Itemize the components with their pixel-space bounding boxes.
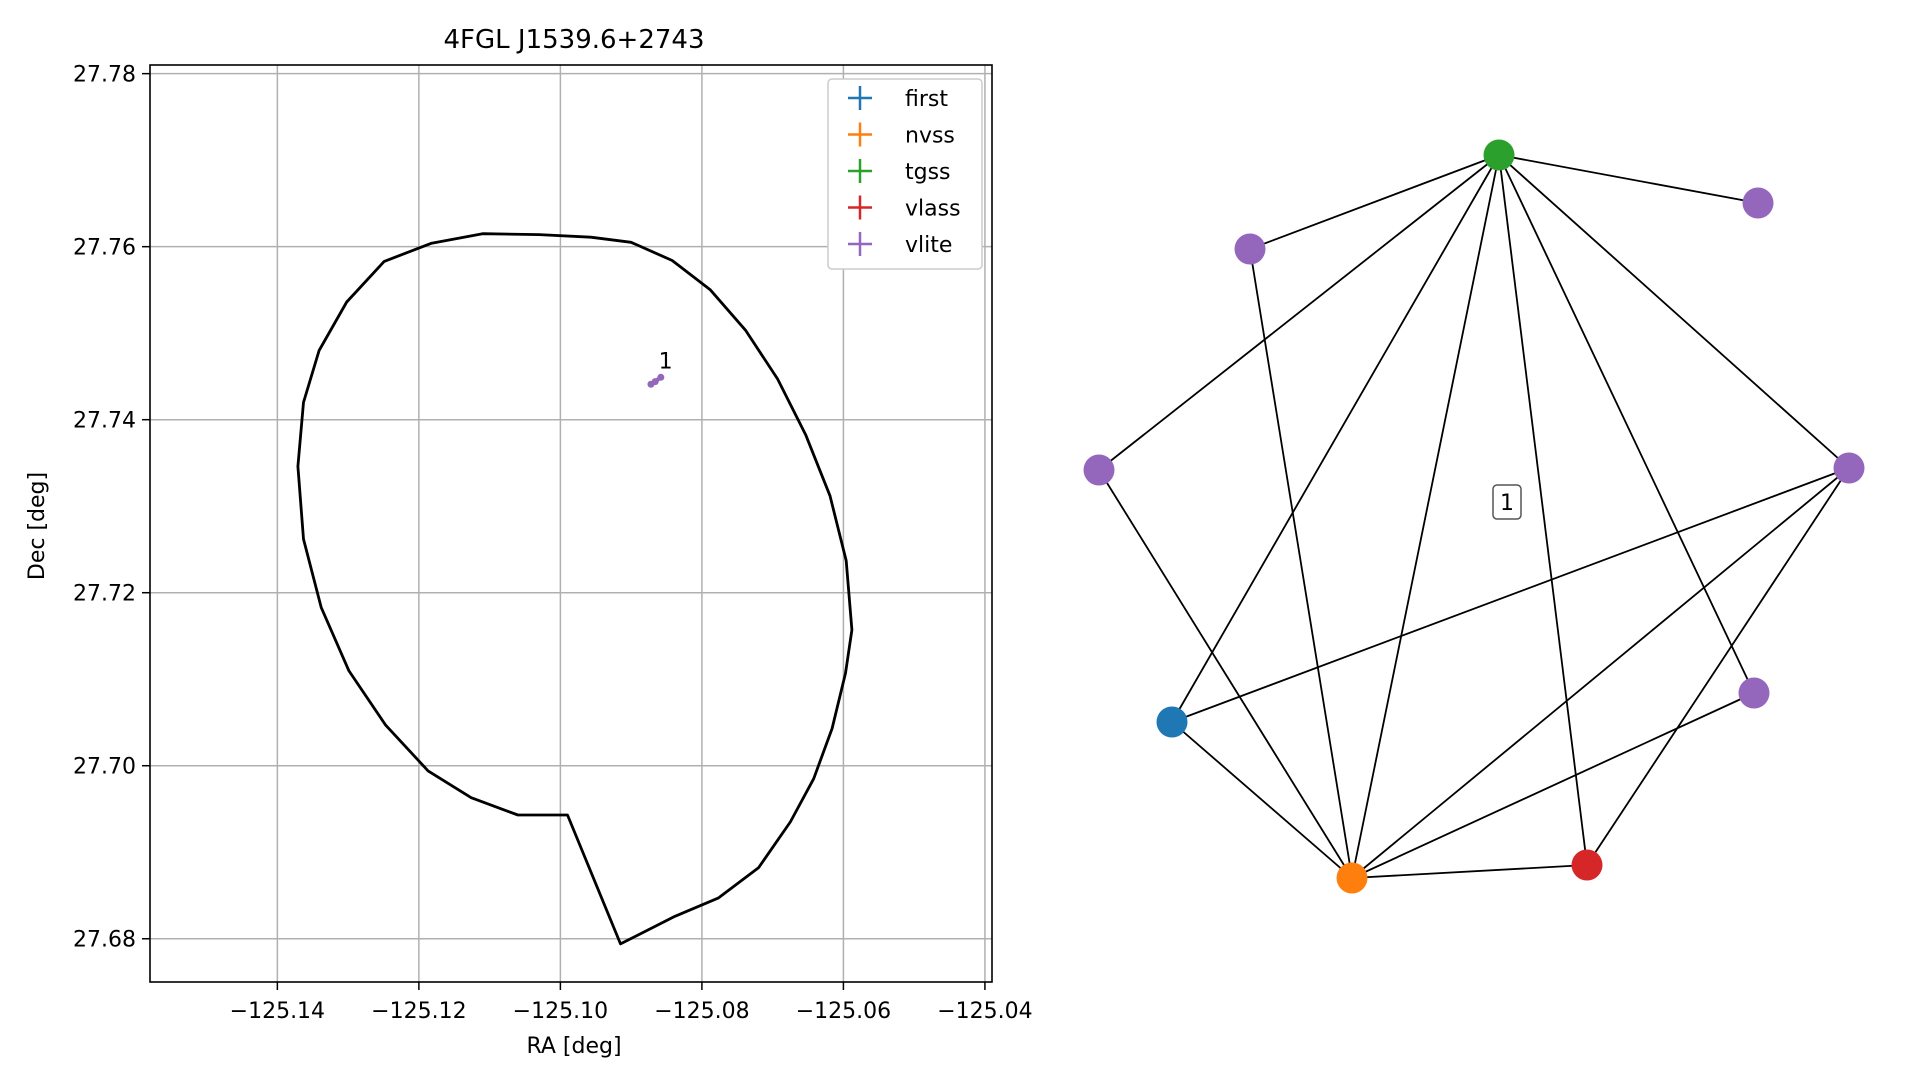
- first-legend-label: first: [905, 87, 948, 112]
- network-node-tgss: [1483, 139, 1515, 171]
- network-edge: [1498, 154, 1759, 204]
- network-edge: [1351, 154, 1500, 879]
- network-node-first: [1156, 706, 1188, 738]
- legend: first nvss tgss vlass vlite: [827, 78, 983, 270]
- scatter-annotations: 1: [659, 350, 673, 375]
- network-edge: [1586, 467, 1850, 866]
- network-edge: [1249, 154, 1500, 250]
- network-node-nvss: [1336, 862, 1368, 894]
- y-tick-label: 27.78: [73, 63, 136, 88]
- network-nodes: [1083, 139, 1865, 894]
- network-edges: [1098, 154, 1850, 879]
- network-edge: [1098, 154, 1500, 471]
- legend-items: first nvss tgss vlass vlite: [848, 86, 961, 258]
- network-edge: [1098, 469, 1353, 879]
- network-edge: [1498, 154, 1755, 694]
- y-tick-label: 27.70: [73, 755, 136, 780]
- scatter-ellipse: [296, 232, 854, 946]
- network-edge: [1171, 721, 1353, 879]
- scatter-ticks: −125.14 −125.12 −125.10 −125.08 −125.06 −125.…: [73, 63, 1033, 1024]
- network-group-label: 1: [1492, 484, 1522, 520]
- y-tick-label: 27.68: [73, 928, 136, 953]
- vlite-point: [651, 378, 659, 386]
- network-node-vlass: [1571, 849, 1603, 881]
- vlite-point: [657, 373, 665, 381]
- x-tick-label: −125.04: [937, 999, 1032, 1024]
- legend-box: [827, 78, 983, 270]
- x-tick-label: −125.10: [513, 999, 608, 1024]
- network-node-vlite_a: [1742, 187, 1774, 219]
- x-tick-label: −125.12: [371, 999, 466, 1024]
- x-axis-title: RA [deg]: [526, 1034, 621, 1059]
- network-edge: [1498, 154, 1850, 469]
- network-edge: [1351, 467, 1850, 879]
- network-edge: [1249, 248, 1353, 879]
- tgss-legend-label: tgss: [905, 160, 951, 185]
- network-panel: 1: [1083, 139, 1865, 894]
- scatter-grid: [150, 65, 992, 982]
- nvss-legend-label: nvss: [905, 124, 955, 149]
- source-annotation: 1: [659, 350, 673, 375]
- y-tick-label: 27.74: [73, 409, 136, 434]
- network-group-label-text: 1: [1500, 491, 1514, 516]
- chart-title: 4FGL J1539.6+2743: [444, 25, 705, 55]
- y-axis-title: Dec [deg]: [25, 472, 50, 580]
- plot-frame: [149, 64, 993, 983]
- network-edge: [1171, 467, 1850, 723]
- network-node-vlite_d: [1833, 452, 1865, 484]
- network-edge: [1171, 154, 1500, 723]
- x-tick-label: −125.14: [230, 999, 325, 1024]
- x-tick-label: −125.06: [796, 999, 891, 1024]
- scatter-points: [647, 373, 665, 388]
- y-tick-label: 27.72: [73, 582, 136, 607]
- network-edge: [1351, 864, 1588, 879]
- x-tick-label: −125.08: [654, 999, 749, 1024]
- scatter-panel: 1 −125.14 −125.12 −125.10 −125.08 −125.06 −12…: [25, 25, 1033, 1059]
- y-tick-label: 27.76: [73, 236, 136, 261]
- network-node-vlite_b: [1234, 233, 1266, 265]
- network-node-vlite_e: [1738, 677, 1770, 709]
- vlite-legend-label: vlite: [905, 233, 952, 258]
- position-error-ellipse: [296, 232, 854, 946]
- vlass-legend-label: vlass: [905, 197, 961, 222]
- network-node-vlite_c: [1083, 454, 1115, 486]
- network-edge: [1351, 692, 1755, 879]
- network-edge: [1498, 154, 1588, 866]
